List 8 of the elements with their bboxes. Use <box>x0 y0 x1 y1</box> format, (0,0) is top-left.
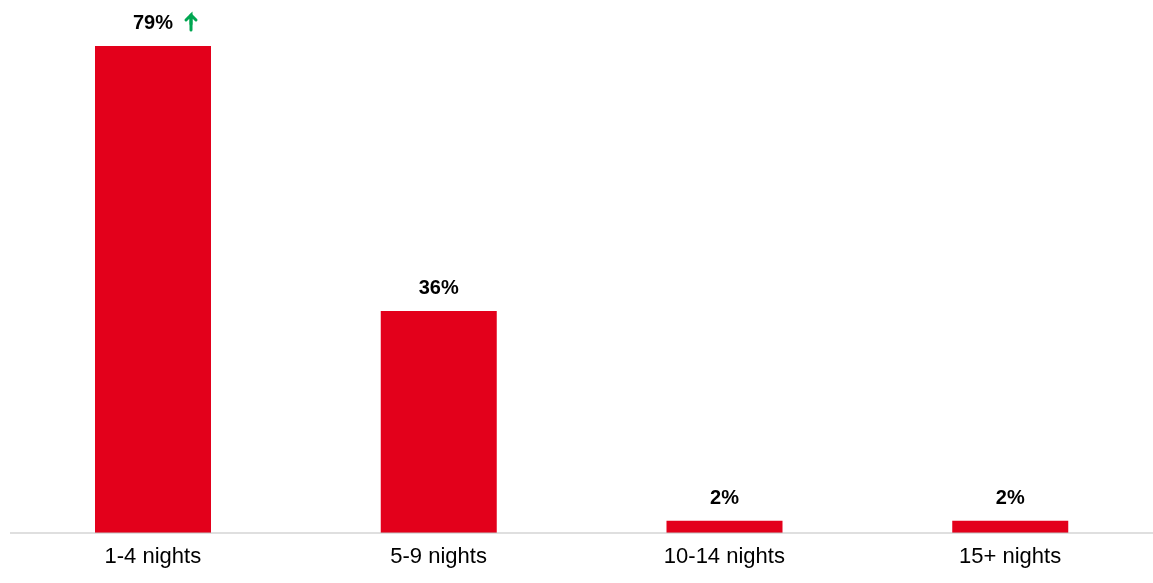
x-tick-label: 15+ nights <box>959 542 1062 568</box>
data-label: 36% <box>418 276 459 299</box>
x-tick-label: 1-4 nights <box>104 542 202 568</box>
data-label: 2% <box>710 485 740 508</box>
data-label: 79% <box>132 11 174 33</box>
x-tick-label: 10-14 nights <box>663 542 785 568</box>
x-tick-label: 5-9 nights <box>390 542 487 568</box>
data-label: 2% <box>995 485 1025 508</box>
